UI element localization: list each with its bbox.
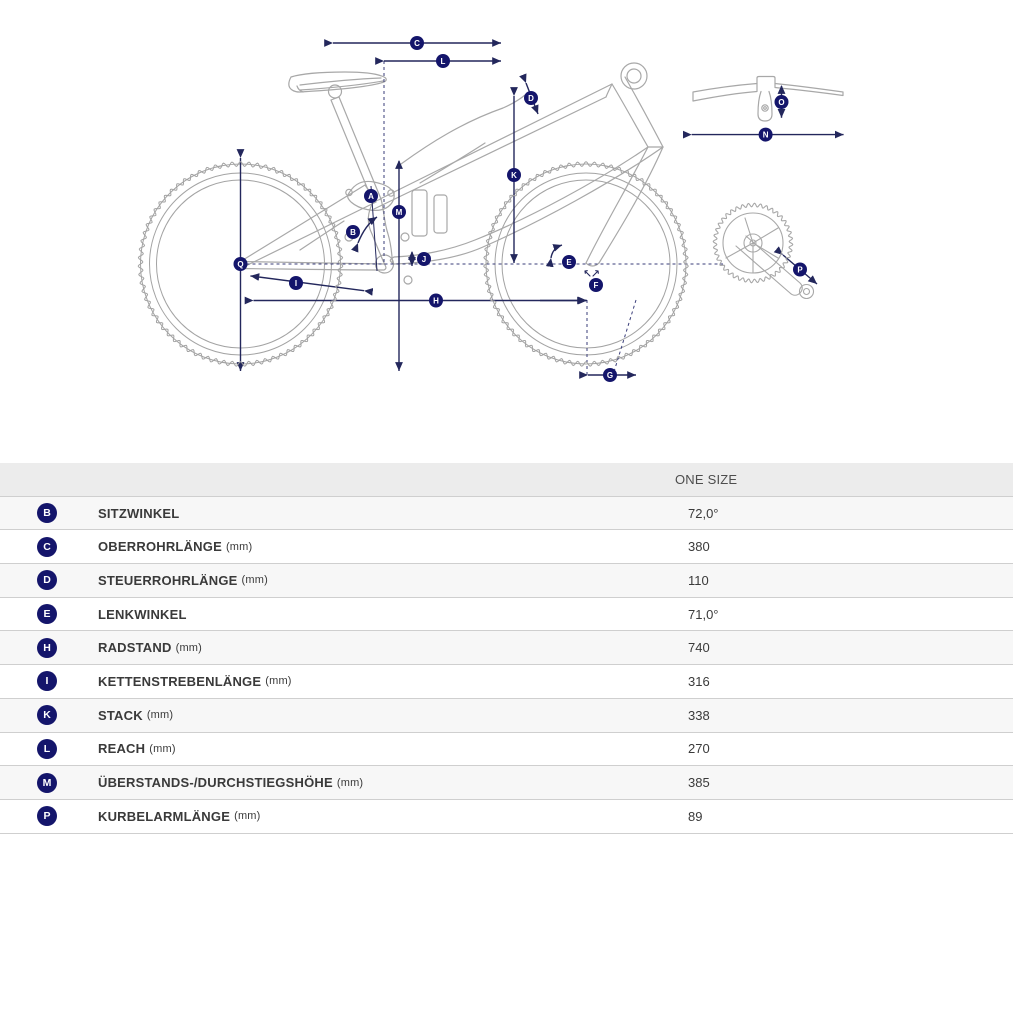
svg-text:C: C [414,39,420,48]
svg-text:Q: Q [237,260,243,269]
svg-text:B: B [350,228,356,237]
svg-text:H: H [433,296,439,305]
svg-text:D: D [528,94,534,103]
svg-text:L: L [441,57,446,66]
svg-text:K: K [511,171,517,180]
svg-text:G: G [607,371,613,380]
svg-text:N: N [763,130,769,139]
svg-text:A: A [368,192,374,201]
svg-text:I: I [295,279,297,288]
svg-text:J: J [422,255,426,264]
svg-text:M: M [396,208,403,217]
svg-text:F: F [594,281,599,290]
svg-text:E: E [566,258,572,267]
svg-text:O: O [778,98,784,107]
svg-text:P: P [797,265,803,274]
